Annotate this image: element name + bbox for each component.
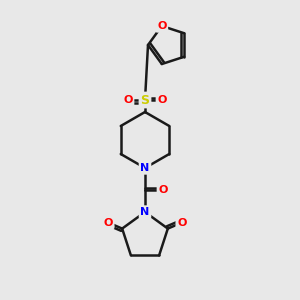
Text: N: N: [140, 207, 150, 217]
Text: O: O: [103, 218, 113, 228]
Text: O: O: [123, 95, 133, 105]
Text: O: O: [177, 218, 187, 228]
Text: O: O: [157, 95, 167, 105]
Text: S: S: [140, 94, 149, 106]
Text: O: O: [158, 185, 168, 195]
Text: N: N: [140, 163, 150, 173]
Text: O: O: [157, 21, 167, 31]
